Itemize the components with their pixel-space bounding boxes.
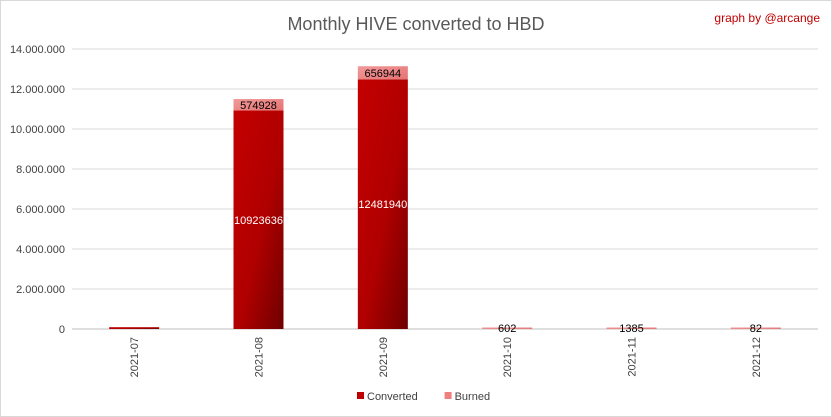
y-tick-label: 8.000.000 — [16, 164, 65, 176]
x-tick-label: 2021-10 — [502, 337, 514, 377]
bar-converted-2021-09 — [357, 79, 408, 329]
legend-label-converted[interactable]: Converted — [367, 391, 418, 403]
x-axis-ticks: 2021-07 2021-08 2021-09 2021-10 2021-11 2021-… — [129, 337, 763, 377]
y-tick-label: 4.000.000 — [16, 244, 65, 256]
x-tick-label: 2021-11 — [627, 337, 639, 377]
y-tick-label: 0 — [59, 324, 65, 336]
legend-swatch-burned — [444, 392, 452, 399]
data-label-converted-2021-08: 10923636 — [234, 215, 283, 227]
data-label-burned-2021-10: 602 — [498, 323, 516, 335]
chart-credit: graph by @arcange — [714, 11, 820, 25]
data-label-burned-2021-09: 656944 — [364, 68, 401, 80]
data-label-converted-2021-09: 12481940 — [358, 199, 407, 211]
bar-burned-2021-09 — [357, 66, 408, 80]
chart-title: Monthly HIVE converted to HBD — [287, 14, 544, 34]
bar-burned-2021-08 — [233, 99, 284, 111]
data-labels: 10923636 574928 12481940 656944 602 1385 82 — [234, 68, 762, 335]
bar-converted-2021-08 — [233, 110, 284, 329]
bar-converted-2021-07 — [109, 327, 160, 329]
legend-swatch-converted — [357, 392, 364, 399]
y-tick-label: 12.000.000 — [10, 84, 65, 96]
legend-label-burned[interactable]: Burned — [455, 391, 490, 403]
bar-burned-2021-10 — [482, 327, 533, 329]
y-tick-label: 6.000.000 — [16, 204, 65, 216]
data-label-burned-2021-11: 1385 — [619, 323, 643, 335]
x-tick-label: 2021-09 — [378, 337, 390, 377]
data-label-burned-2021-08: 574928 — [240, 100, 277, 112]
legend[interactable]: Converted Burned — [357, 391, 490, 403]
y-tick-label: 10.000.000 — [10, 124, 65, 136]
data-label-burned-2021-12: 82 — [750, 323, 762, 335]
bar-burned-2021-12 — [730, 327, 781, 329]
y-tick-label: 14.000.000 — [10, 44, 65, 56]
y-axis-ticks: 0 2.000.000 4.000.000 6.000.000 8.000.000 10.… — [10, 44, 65, 336]
y-tick-label: 2.000.000 — [16, 284, 65, 296]
gridlines — [72, 48, 818, 330]
x-tick-label: 2021-07 — [129, 337, 141, 377]
x-tick-label: 2021-12 — [751, 337, 763, 377]
bars — [109, 66, 781, 329]
x-tick-label: 2021-08 — [254, 337, 266, 377]
bar-burned-2021-11 — [606, 327, 657, 329]
